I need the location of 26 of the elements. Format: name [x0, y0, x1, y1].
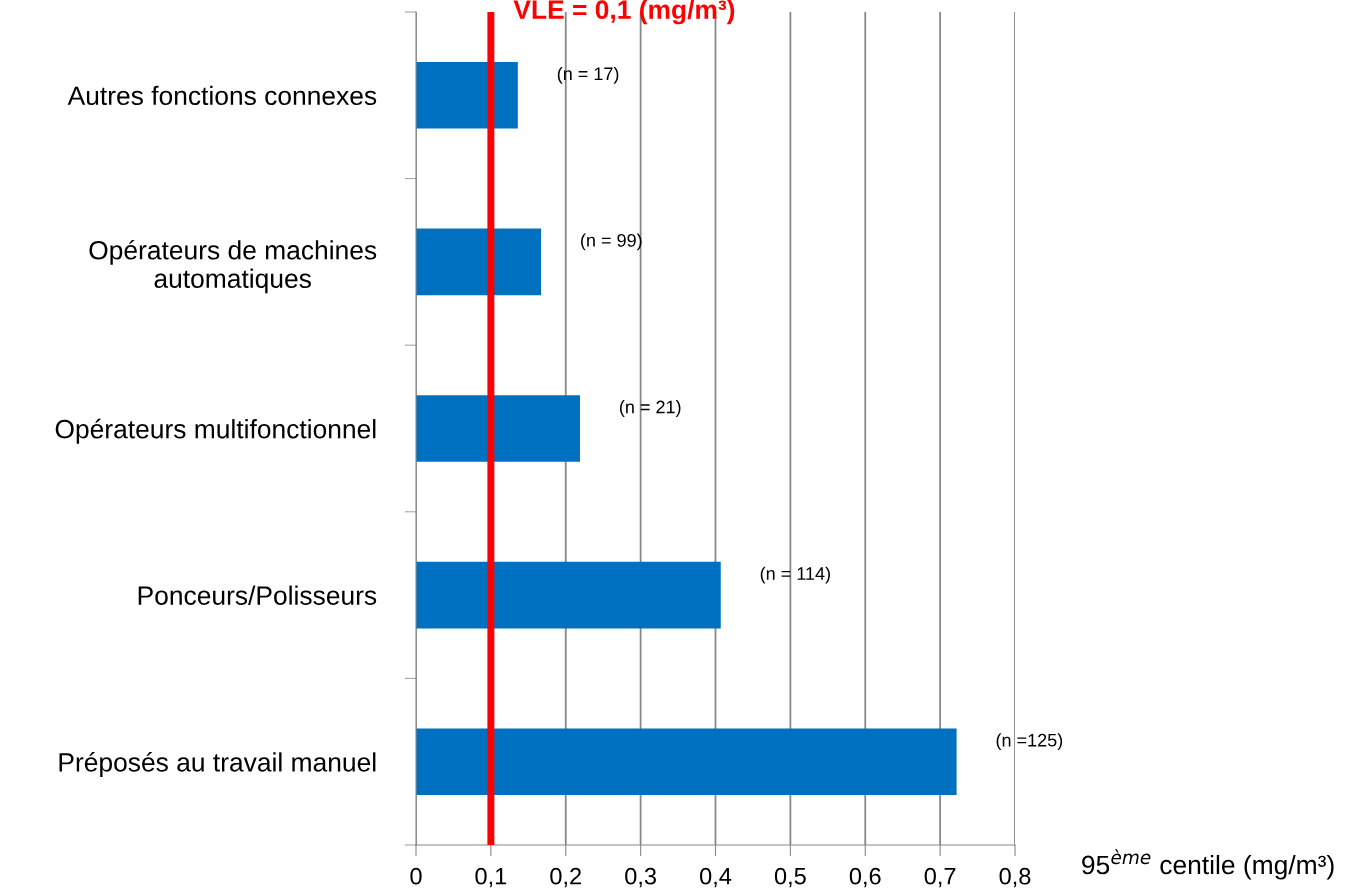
bar	[416, 395, 580, 462]
annotation: (n = 114)	[760, 566, 830, 584]
bar	[416, 561, 721, 629]
annotation: (n = 21)	[619, 400, 681, 417]
annotation: (n = 17)	[557, 66, 619, 84]
y-tick-label: Opérateurs de machines automatiques	[89, 239, 377, 294]
x-tick-label: 0,7	[924, 867, 956, 888]
x-axis-title: 95$^{ème}$ centile (mg/m³)	[1082, 849, 1334, 880]
x-tick-label: 0,1	[475, 867, 507, 888]
annotation: (n = 99)	[581, 233, 642, 251]
bar	[416, 728, 957, 796]
ref-line-label: VLE = 0,1 (mg/m³)	[513, 0, 735, 25]
x-tick-label: 0,3	[625, 867, 656, 888]
y-tick-label: Ponceurs/Polisseurs	[138, 585, 377, 605]
y-tick-label: Autres fonctions connexes	[67, 85, 377, 106]
x-tick-label: 0,2	[550, 867, 581, 888]
x-tick-label: 0,6	[849, 867, 881, 888]
y-tick-label: Préposés au travail manuel	[59, 751, 376, 777]
bar	[416, 61, 518, 129]
x-tick-label: 0	[410, 867, 422, 885]
x-tick-label: 0,4	[700, 867, 732, 888]
x-tick-label: 0,5	[774, 867, 806, 888]
bar	[416, 228, 542, 296]
annotation: (n =125)	[996, 733, 1063, 751]
x-tick-label: 0,8	[999, 867, 1031, 888]
y-tick-label: Opérateurs multifonctionnel	[55, 418, 376, 444]
